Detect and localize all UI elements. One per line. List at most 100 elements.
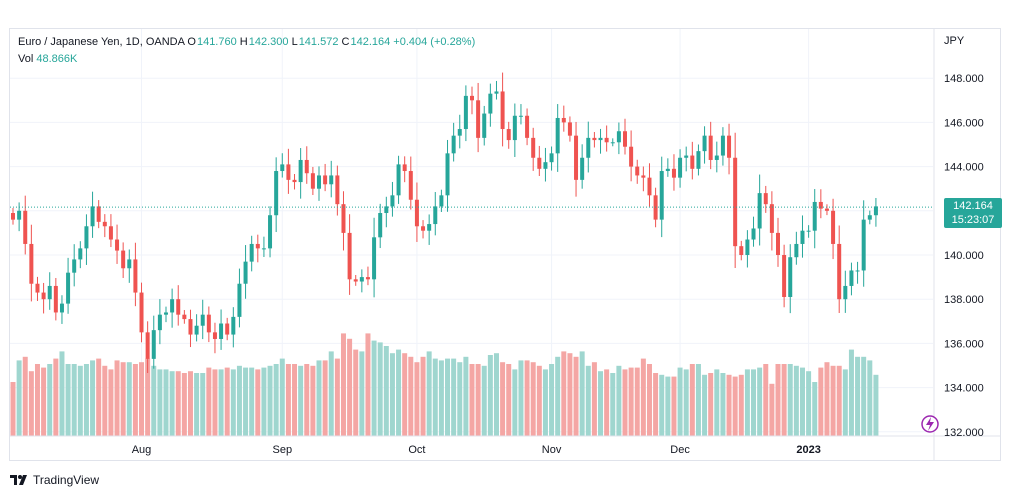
volume-bar	[83, 364, 89, 436]
candle-body	[690, 155, 695, 169]
volume-bar	[616, 365, 622, 436]
candle-body	[200, 314, 205, 326]
volume-bar	[96, 358, 102, 436]
price-tick-label: 136.000	[944, 338, 984, 350]
candle-body	[592, 137, 597, 141]
candle	[108, 214, 113, 248]
candle	[684, 146, 689, 172]
volume-bar	[249, 367, 255, 436]
candle	[145, 321, 150, 374]
candle-body	[219, 323, 224, 339]
volume-bar	[751, 369, 757, 436]
candle	[396, 155, 401, 204]
candle-body	[243, 261, 248, 284]
candle	[298, 148, 303, 199]
candle	[586, 121, 591, 173]
volume-bar	[236, 365, 242, 436]
candle	[280, 153, 285, 178]
symbol-name[interactable]: Euro / Japanese Yen, 1D, OANDA	[18, 36, 185, 48]
candle	[121, 242, 126, 278]
time-tick-label: Sep	[272, 444, 292, 456]
candle-body	[304, 159, 309, 174]
candle	[206, 306, 211, 343]
volume-bar	[273, 364, 279, 436]
candle-body	[414, 199, 419, 227]
time-tick-label: Oct	[408, 444, 425, 456]
volume-bar	[738, 374, 744, 436]
volume-bar	[757, 367, 763, 436]
candle-body	[525, 115, 530, 138]
candle	[818, 189, 823, 219]
time-tick-label: 2023	[796, 444, 820, 456]
candle	[837, 225, 842, 314]
volume-bar	[353, 349, 359, 436]
candle	[133, 242, 138, 307]
volume-bar	[114, 360, 120, 436]
candle-body	[537, 157, 542, 169]
candle	[427, 214, 432, 245]
candle	[678, 149, 683, 188]
footer-brand[interactable]: TradingView	[10, 473, 99, 487]
candle-body	[555, 117, 560, 154]
candle	[702, 126, 707, 164]
volume-bar	[389, 353, 395, 436]
candle	[310, 166, 315, 195]
volume-bar	[371, 340, 377, 436]
currency-label[interactable]: JPY	[944, 35, 965, 47]
volume-bar	[493, 353, 499, 436]
candle	[84, 214, 89, 265]
volume-bar	[640, 358, 646, 436]
candle-body	[647, 177, 652, 196]
volume-bar	[340, 333, 346, 436]
candle	[433, 192, 438, 236]
volume-bar	[169, 371, 175, 436]
bolt-icon[interactable]	[921, 415, 939, 433]
vol-key[interactable]: Vol	[18, 53, 34, 65]
candle-body	[329, 175, 334, 185]
volume-bar	[187, 371, 193, 436]
candle	[323, 163, 328, 192]
candle	[849, 262, 854, 296]
candle	[151, 315, 156, 369]
candle	[47, 272, 52, 310]
volume-bar	[818, 367, 824, 436]
candle	[488, 83, 493, 127]
volume-bar	[316, 360, 322, 436]
candle	[231, 307, 236, 348]
volume-bar	[867, 360, 873, 436]
volume-bar	[848, 349, 854, 436]
candle-body	[72, 259, 77, 273]
candle	[641, 166, 646, 192]
candle	[414, 182, 419, 242]
open-value: 141.760	[196, 36, 237, 48]
candle-body	[212, 332, 217, 339]
volume-bar	[646, 364, 652, 436]
candle-body	[720, 135, 725, 156]
volume-bar	[71, 364, 77, 436]
volume-bar	[463, 356, 469, 436]
candle	[378, 203, 383, 249]
candle	[806, 225, 811, 238]
candle-body	[164, 312, 168, 315]
candle-body	[139, 292, 144, 333]
time-tick-label: Nov	[542, 444, 562, 456]
volume-bar	[689, 364, 695, 436]
volume-bar	[224, 367, 230, 436]
candle	[384, 196, 389, 228]
high-value: 142.300	[248, 36, 289, 48]
candle	[500, 72, 505, 147]
volume-bar	[787, 364, 793, 436]
volume-legend: Vol 48.866K	[18, 53, 77, 65]
candle	[292, 174, 297, 190]
candle-body	[225, 323, 230, 335]
volume-bar	[542, 369, 548, 436]
candle	[219, 309, 224, 350]
candle	[831, 198, 836, 260]
volume-bar	[671, 376, 677, 436]
candle-body	[635, 166, 640, 176]
candle	[671, 154, 676, 191]
candle-body	[133, 259, 138, 293]
candle	[629, 130, 634, 182]
